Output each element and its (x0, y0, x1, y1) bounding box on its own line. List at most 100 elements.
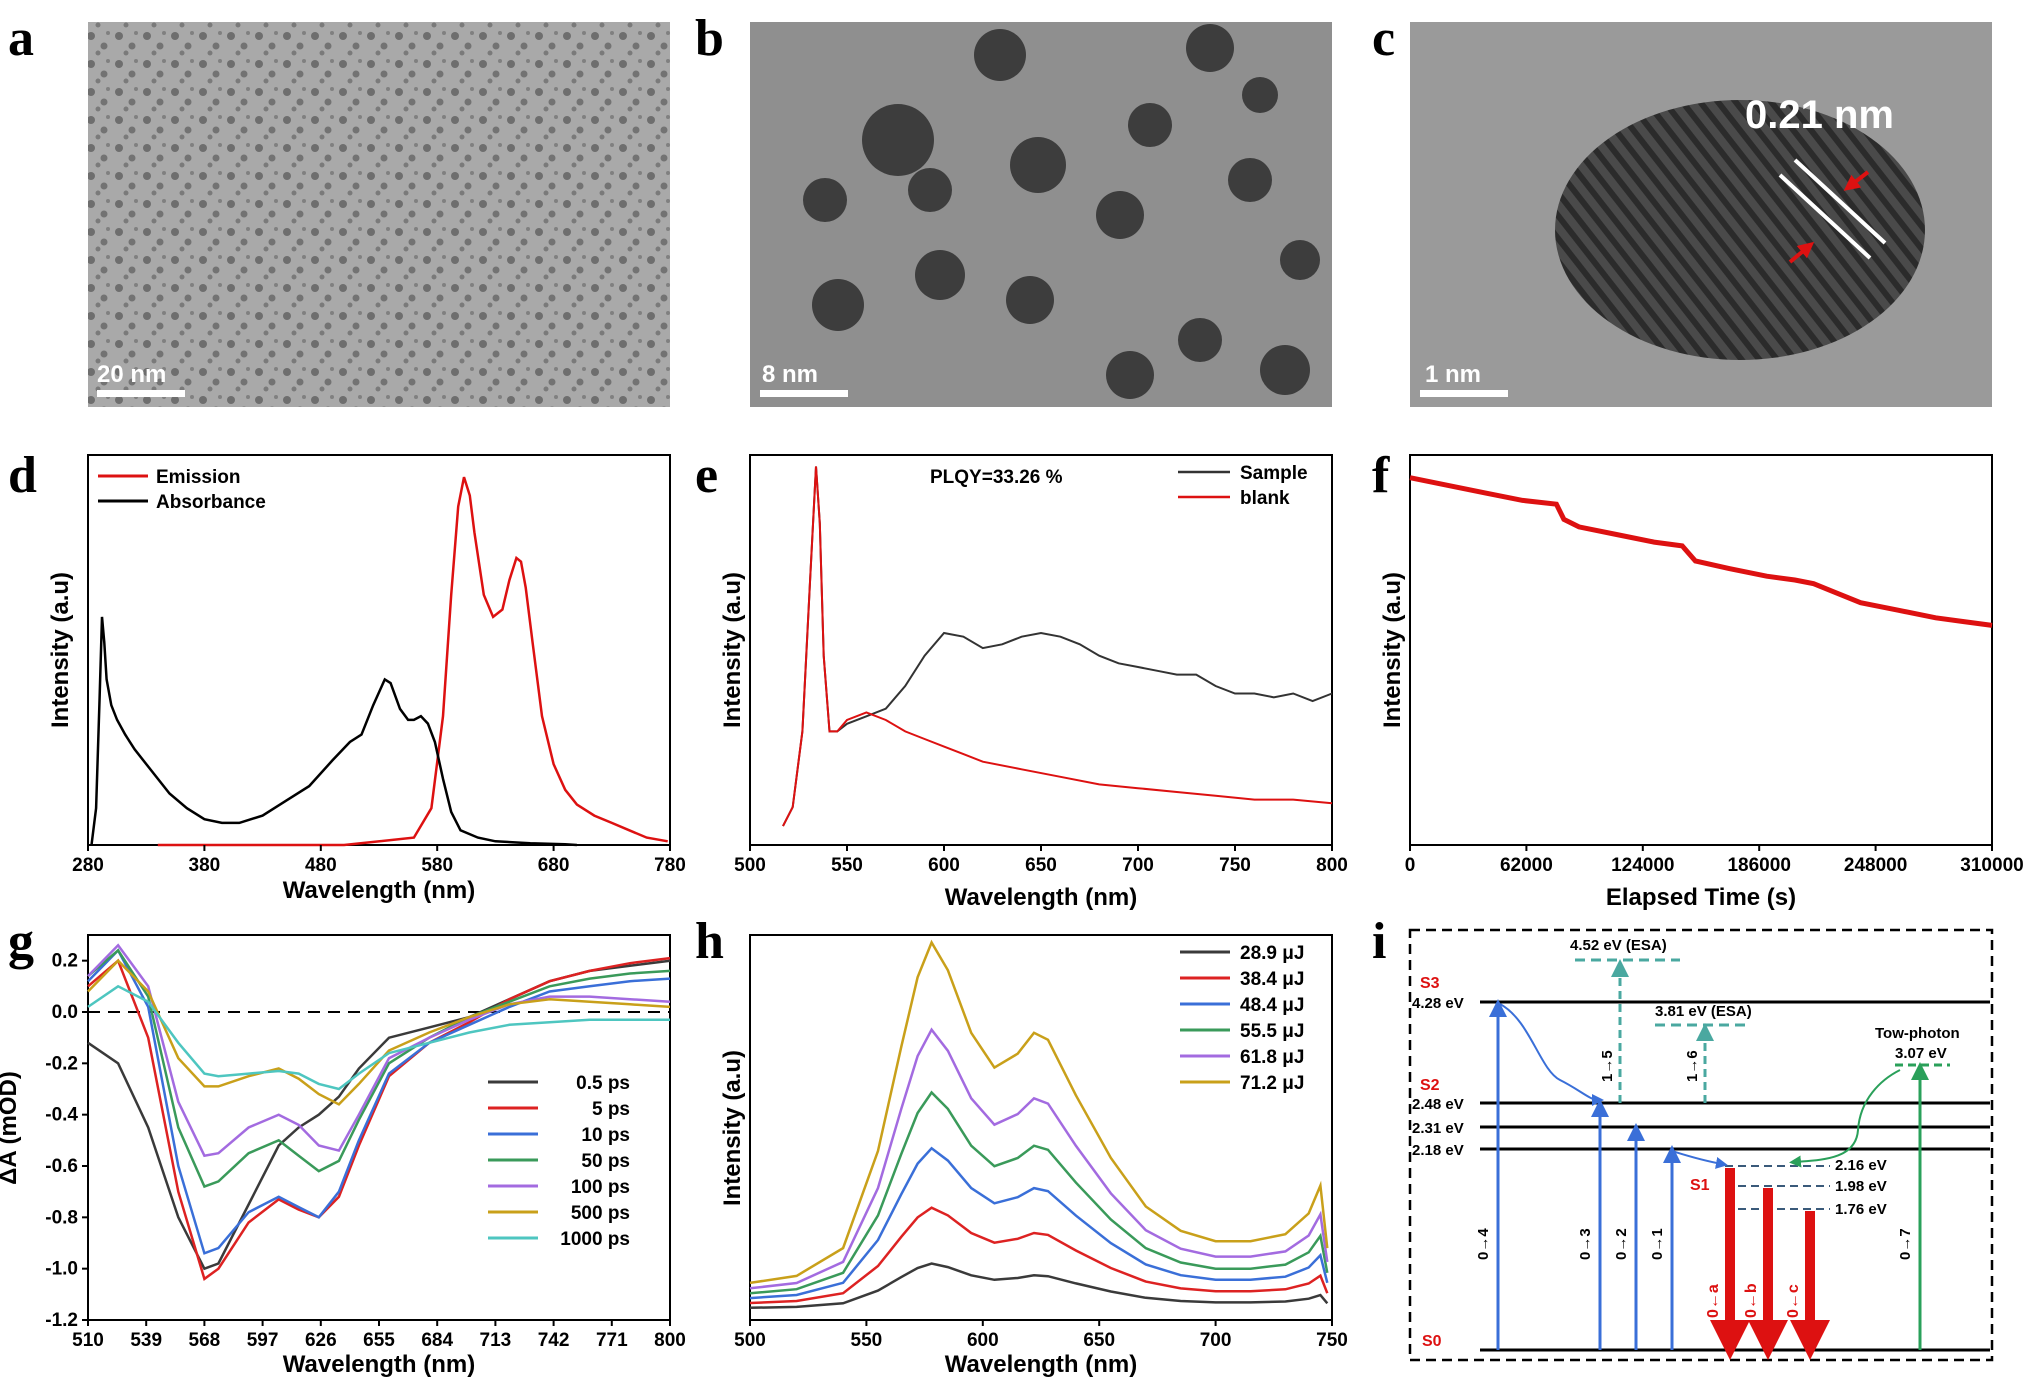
panel-label-f: f (1372, 447, 1390, 504)
xtick-label: 310000 (1960, 855, 2023, 876)
legend-label-50-ps: 50 ps (581, 1151, 630, 1172)
legend-label-55-5-j: 55.5 μJ (1240, 1021, 1304, 1042)
energy-4-28: 4.28 eV (1412, 995, 1464, 1012)
relax-curve-3 (1789, 1069, 1901, 1168)
ytick-label: -0.2 (45, 1053, 78, 1074)
legend-label-10-ps: 10 ps (581, 1125, 630, 1146)
state-s0: S0 (1422, 1333, 1442, 1350)
ytick-label: 0.0 (52, 1002, 78, 1023)
legend-label-38-4-j: 38.4 μJ (1240, 969, 1304, 990)
xtick-label: 568 (189, 1330, 221, 1351)
ytick-label: -0.4 (45, 1105, 78, 1126)
series-48-4-j (749, 1146, 1329, 1300)
energy-1-76: 1.76 eV (1835, 1201, 1887, 1218)
legend-label-1000-ps: 1000 ps (560, 1229, 630, 1250)
energy-1-98: 1.98 eV (1835, 1178, 1887, 1195)
xtick-label: 650 (1083, 1330, 1115, 1351)
xtick-label: 750 (1219, 855, 1251, 876)
state-s3: S3 (1420, 975, 1440, 992)
energy-2-31: 2.31 eV (1412, 1120, 1464, 1137)
legend-label-100-ps: 100 ps (571, 1177, 630, 1198)
series-61-8-j (749, 1027, 1329, 1290)
panel-label-d: d (8, 447, 37, 504)
xtick-label: 800 (1316, 855, 1348, 876)
xtick-label: 600 (967, 1330, 999, 1351)
xtick-label: 700 (1200, 1330, 1232, 1351)
xtick-label: 0 (1405, 855, 1416, 876)
tow-photon-label: Tow-photon (1875, 1025, 1960, 1042)
panel-label-g: g (8, 913, 34, 970)
nanoparticles-b (803, 24, 1320, 399)
series-emission (157, 476, 668, 847)
xtick-label: 800 (654, 1330, 686, 1351)
label-0-a: 0←a (1705, 1284, 1722, 1318)
label-1-5: 1→5 (1599, 1050, 1616, 1082)
xtick-label: 500 (734, 855, 766, 876)
series-intensity-trace (1409, 475, 1993, 628)
ytick-label: -0.8 (45, 1207, 78, 1228)
plot-frame-d (87, 454, 671, 846)
lattice-line-1 (1778, 173, 1872, 260)
xtick-label: 597 (247, 1330, 279, 1351)
legend-label-sample: Sample (1240, 463, 1308, 484)
panel-label-a: a (8, 10, 34, 67)
xlabel-d: Wavelength (nm) (283, 877, 475, 904)
xtick-label: 500 (734, 1330, 766, 1351)
ytick-label: -1.2 (45, 1310, 78, 1331)
legend-label-61-8-j: 61.8 μJ (1240, 1047, 1304, 1068)
xticks-e: 500 550 600 650 700 750 800 (734, 845, 1348, 876)
lattice-spacing-c: 0.21 nm (1745, 93, 1894, 137)
xtick-label: 186000 (1727, 855, 1790, 876)
xlabel-e: Wavelength (nm) (945, 884, 1137, 911)
series-blank (782, 466, 1333, 827)
series-50-ps (87, 948, 671, 1189)
energy-esa-3-81: 3.81 eV (ESA) (1655, 1003, 1752, 1020)
legend-label-28-9-j: 28.9 μJ (1240, 943, 1304, 964)
series-absorbance (90, 616, 577, 847)
xtick-label: 713 (480, 1330, 512, 1351)
scale-label-a: 20 nm (97, 361, 166, 388)
energy-2-18: 2.18 eV (1412, 1142, 1464, 1159)
plqy-annotation: PLQY=33.26 % (930, 467, 1063, 488)
xtick-label: 280 (72, 855, 104, 876)
xtick-label: 510 (72, 1330, 104, 1351)
xtick-label: 700 (1122, 855, 1154, 876)
series-100-ps (87, 943, 671, 1158)
panel-label-b: b (695, 10, 724, 67)
legend-label-0-5-ps: 0.5 ps (576, 1073, 630, 1094)
series-500-ps (87, 958, 671, 1106)
xtick-label: 780 (654, 855, 686, 876)
legend-label-absorbance: Absorbance (156, 492, 266, 513)
panel-label-c: c (1372, 10, 1395, 67)
ylabel-g: ΔA (mOD) (0, 1071, 22, 1185)
label-0-4: 0→4 (1475, 1228, 1492, 1260)
relax-curve-1 (1499, 1003, 1604, 1106)
state-s1: S1 (1690, 1177, 1710, 1194)
plot-frame-h (749, 934, 1333, 1321)
tem-image-a (88, 22, 670, 407)
xticks-d: 280 380 480 580 680 780 (72, 845, 686, 876)
series-55-5-j (749, 1090, 1329, 1295)
xticks-f: 0 62000 124000 186000 248000 310000 (1405, 845, 2024, 876)
xtick-label: 655 (363, 1330, 395, 1351)
ylabel-h: Intensity (a.u) (719, 1050, 746, 1206)
scale-bar-b (760, 390, 848, 397)
xtick-label: 684 (421, 1330, 453, 1351)
xtick-label: 550 (831, 855, 863, 876)
legend-label-5-ps: 5 ps (592, 1099, 630, 1120)
series-5-ps (87, 956, 671, 1281)
energy-esa-4-52: 4.52 eV (ESA) (1570, 937, 1667, 954)
tem-image-b (750, 22, 1332, 407)
xticks-g: 510 539 568 597 626 655 684 713 742 771 800 (72, 1320, 686, 1351)
ylabel-d: Intensity (a.u) (47, 572, 74, 728)
ylabel-f: Intensity (a.u) (1379, 572, 1406, 728)
xtick-label: 480 (305, 855, 337, 876)
xlabel-h: Wavelength (nm) (945, 1351, 1137, 1378)
plot-area-d (90, 476, 668, 847)
spacing-arrow-bottom (1788, 241, 1815, 264)
series-10-ps (87, 948, 671, 1255)
scale-label-c: 1 nm (1425, 361, 1481, 388)
label-0-2: 0→2 (1613, 1228, 1630, 1260)
plot-frame-e (749, 454, 1333, 846)
xlabel-f: Elapsed Time (s) (1606, 884, 1796, 911)
